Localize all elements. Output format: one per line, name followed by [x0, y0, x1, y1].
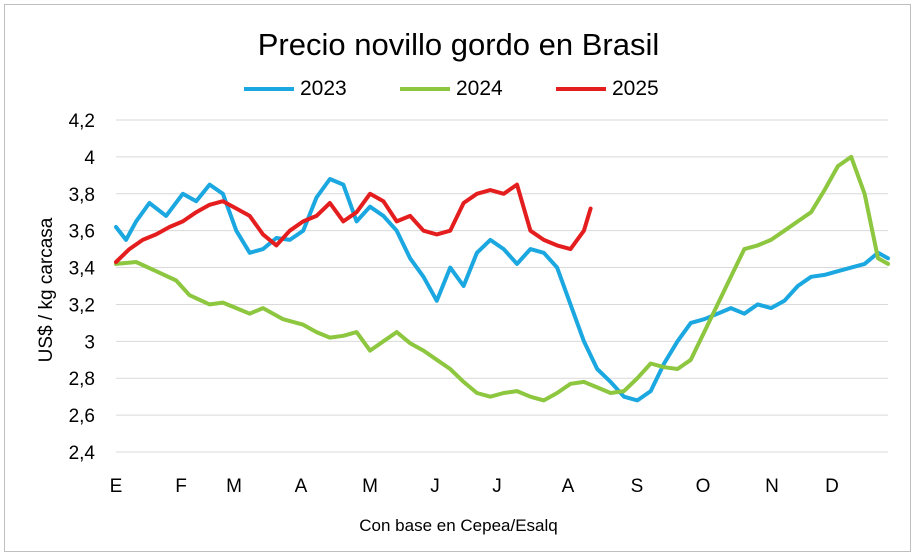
y-tick-label: 3,6 — [69, 222, 95, 243]
legend-swatch-2023 — [244, 87, 294, 91]
legend-swatch-2025 — [556, 87, 606, 91]
series-line-2025 — [114, 182, 593, 264]
x-tick-label: N — [765, 476, 779, 497]
x-tick-label: E — [110, 476, 123, 497]
x-tick-label: M — [362, 476, 378, 497]
x-tick-label: J — [492, 476, 502, 497]
legend-label-2023: 2023 — [300, 77, 347, 100]
y-tick-label: 2,4 — [69, 443, 96, 464]
x-tick-label: A — [562, 476, 575, 497]
legend-item-2023: 2023 — [244, 76, 347, 102]
x-tick-label: D — [825, 476, 839, 497]
series-line-2024 — [114, 154, 890, 403]
y-tick-label: 4,2 — [69, 111, 95, 132]
legend-label-2024: 2024 — [456, 77, 503, 100]
y-axis-label: US$ / kg carcasa — [36, 217, 57, 362]
y-tick-label: 2,6 — [69, 406, 95, 427]
series-line-2023 — [114, 177, 890, 403]
legend-label-2025: 2025 — [612, 77, 659, 100]
y-tick-label: 3,2 — [69, 295, 95, 316]
legend-swatch-2024 — [400, 87, 450, 91]
y-tick-label: 2,8 — [69, 369, 95, 390]
chart-title: Precio novillo gordo en Brasil — [257, 27, 660, 62]
source-note: Con base en Cepea/Esalq — [359, 516, 558, 535]
y-tick-label: 3,8 — [69, 185, 95, 206]
y-tick-label: 3,4 — [69, 259, 96, 280]
x-tick-label: O — [696, 476, 711, 497]
x-tick-label: F — [175, 476, 187, 497]
y-tick-label: 3 — [84, 332, 95, 353]
x-tick-label: J — [430, 476, 440, 497]
legend: 2023 2024 2025 — [0, 76, 917, 102]
legend-item-2025: 2025 — [556, 76, 659, 102]
x-tick-label: M — [226, 476, 242, 497]
x-tick-label: A — [295, 476, 308, 497]
legend-item-2024: 2024 — [400, 76, 503, 102]
y-tick-label: 4 — [84, 148, 95, 169]
x-tick-label: S — [631, 476, 644, 497]
